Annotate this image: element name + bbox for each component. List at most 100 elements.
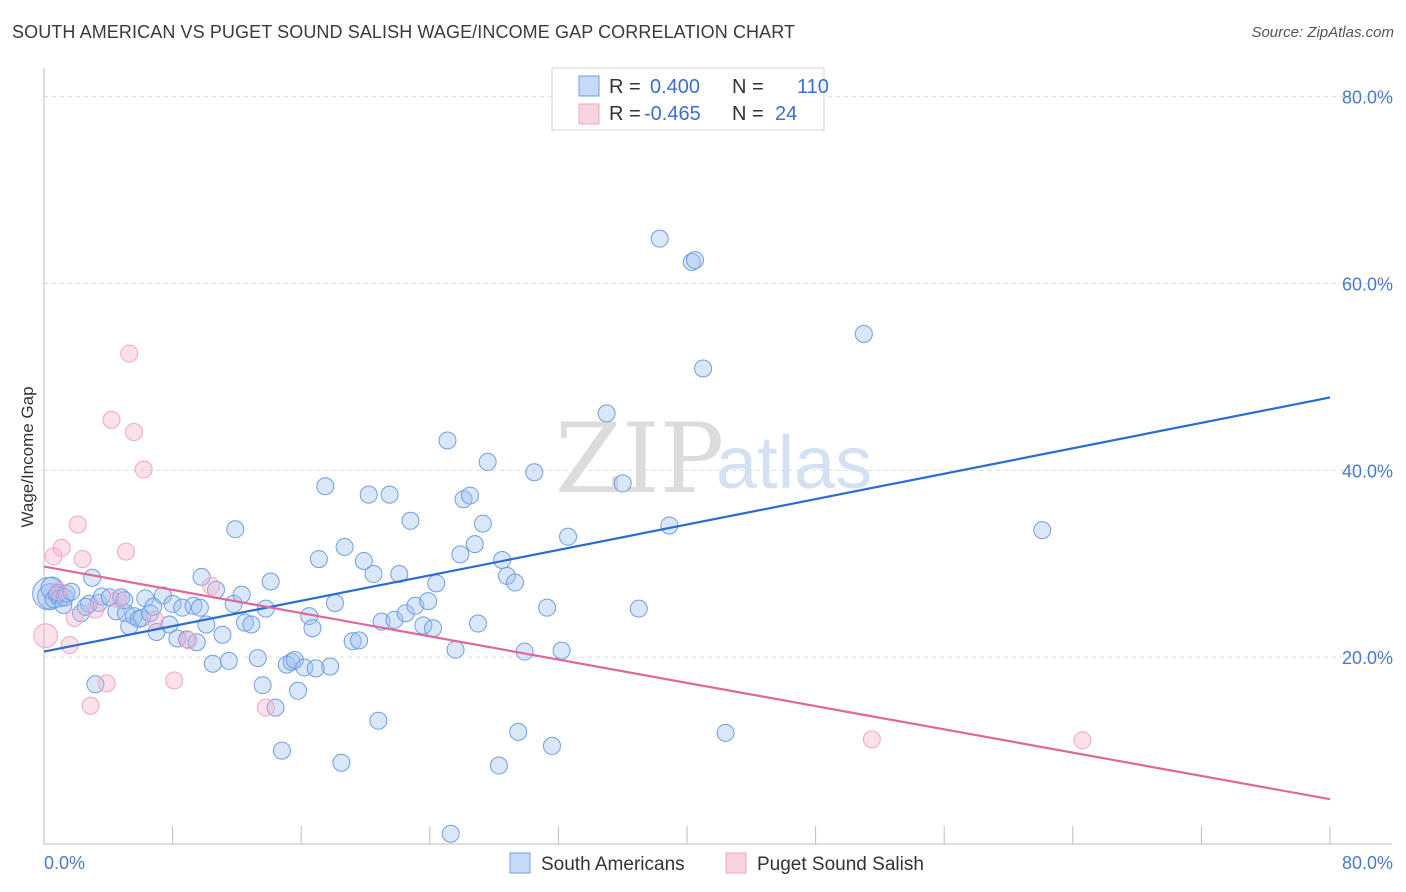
point-south-americans bbox=[203, 654, 222, 673]
point-south-americans bbox=[438, 431, 457, 450]
series-legend: South Americans Puget Sound Salish bbox=[509, 852, 924, 875]
y-tick-labels: 20.0% 40.0% 60.0% 80.0% bbox=[1342, 88, 1393, 668]
y-tick-label: 20.0% bbox=[1342, 648, 1393, 668]
point-south-americans bbox=[385, 610, 404, 629]
source-credit: Source: ZipAtlas.com bbox=[1251, 24, 1394, 41]
point-south-americans bbox=[266, 698, 285, 717]
point-south-americans bbox=[650, 229, 669, 248]
point-south-americans bbox=[473, 514, 492, 533]
point-south-americans bbox=[350, 631, 369, 650]
point-south-americans bbox=[226, 520, 245, 539]
point-south-americans bbox=[190, 598, 209, 617]
point-south-americans bbox=[242, 615, 261, 634]
point-south-americans bbox=[184, 596, 203, 615]
point-puget-sound-salish bbox=[134, 460, 153, 479]
series-swatch-south-americans bbox=[509, 852, 531, 874]
point-south-americans bbox=[219, 651, 238, 670]
point-south-americans bbox=[1033, 521, 1052, 540]
point-south-americans bbox=[465, 535, 484, 554]
point-south-americans bbox=[396, 604, 415, 623]
point-puget-sound-salish bbox=[68, 515, 87, 534]
x-ticks bbox=[43, 826, 1331, 844]
point-south-americans bbox=[62, 582, 81, 601]
point-puget-sound-salish bbox=[145, 610, 164, 629]
x-tick-label-min: 0.0% bbox=[44, 853, 85, 873]
point-south-americans bbox=[261, 572, 280, 591]
point-south-americans bbox=[168, 629, 187, 648]
data-points bbox=[32, 229, 1092, 843]
trend-lines bbox=[43, 396, 1331, 801]
point-south-americans bbox=[192, 567, 211, 586]
point-south-americans bbox=[303, 619, 322, 638]
point-puget-sound-salish bbox=[108, 590, 127, 609]
point-south-americans bbox=[478, 452, 497, 471]
point-south-americans bbox=[364, 565, 383, 584]
point-south-americans bbox=[682, 253, 701, 272]
point-south-americans bbox=[427, 574, 446, 593]
legend-n-value-2: 24 bbox=[775, 103, 797, 125]
legend-swatch-pink bbox=[578, 103, 600, 125]
point-south-americans bbox=[369, 711, 388, 730]
point-south-americans bbox=[854, 324, 873, 343]
point-south-americans bbox=[332, 753, 351, 772]
point-south-americans bbox=[306, 659, 325, 678]
x-tick-label-max: 80.0% bbox=[1342, 853, 1393, 873]
y-tick-label: 40.0% bbox=[1342, 461, 1393, 481]
point-south-americans bbox=[272, 741, 291, 760]
point-south-americans bbox=[235, 613, 254, 632]
point-south-americans bbox=[163, 594, 182, 613]
point-south-americans bbox=[321, 657, 340, 676]
y-tick-label: 60.0% bbox=[1342, 275, 1393, 295]
point-south-americans bbox=[489, 756, 508, 775]
point-south-americans bbox=[390, 565, 409, 584]
point-south-americans bbox=[253, 676, 272, 695]
point-south-americans bbox=[213, 625, 232, 644]
point-puget-sound-salish bbox=[33, 623, 59, 649]
point-south-americans bbox=[401, 511, 420, 530]
correlation-legend: R = 0.400 N = 110 R = -0.465 N = 24 bbox=[551, 67, 829, 131]
point-puget-sound-salish bbox=[86, 600, 105, 619]
point-puget-sound-salish bbox=[49, 581, 68, 600]
point-south-americans bbox=[505, 573, 524, 592]
point-south-americans bbox=[525, 463, 544, 482]
point-south-americans bbox=[359, 485, 378, 504]
point-south-americans bbox=[538, 598, 557, 617]
point-south-americans bbox=[354, 551, 373, 570]
y-axis-title: Wage/Income Gap bbox=[18, 386, 37, 527]
legend-swatch-blue bbox=[578, 75, 600, 97]
point-puget-sound-salish bbox=[116, 542, 135, 561]
point-south-americans bbox=[316, 477, 335, 496]
point-puget-sound-salish bbox=[125, 423, 144, 442]
point-puget-sound-salish bbox=[1073, 731, 1092, 750]
y-tick-label: 80.0% bbox=[1342, 88, 1393, 108]
point-puget-sound-salish bbox=[202, 577, 221, 596]
chart-title: SOUTH AMERICAN VS PUGET SOUND SALISH WAG… bbox=[12, 22, 796, 42]
point-south-americans bbox=[629, 599, 648, 618]
point-south-americans bbox=[380, 485, 399, 504]
point-south-americans bbox=[451, 545, 470, 564]
legend-r-label-1: R = bbox=[609, 76, 641, 98]
series-swatch-puget-sound-salish bbox=[725, 852, 747, 874]
point-south-americans bbox=[597, 404, 616, 423]
point-puget-sound-salish bbox=[81, 696, 100, 715]
point-south-americans bbox=[716, 723, 735, 742]
point-south-americans bbox=[173, 598, 192, 617]
series-label-puget-sound-salish: Puget Sound Salish bbox=[757, 854, 924, 875]
point-south-americans bbox=[285, 650, 304, 669]
point-south-americans bbox=[441, 824, 460, 843]
watermark-zip: ZIP bbox=[555, 403, 724, 515]
point-puget-sound-salish bbox=[73, 550, 92, 569]
point-south-americans bbox=[613, 474, 632, 493]
point-south-americans bbox=[335, 537, 354, 556]
point-puget-sound-salish bbox=[120, 344, 139, 363]
watermark-atlas: atlas bbox=[716, 421, 872, 504]
legend-r-value-1: 0.400 bbox=[650, 76, 700, 98]
point-south-americans bbox=[469, 614, 488, 633]
gridlines bbox=[44, 96, 1392, 658]
point-puget-sound-salish bbox=[862, 730, 881, 749]
trend-line-south-americans bbox=[43, 396, 1331, 653]
point-south-americans bbox=[54, 595, 73, 614]
legend-n-label-2: N = bbox=[732, 103, 764, 125]
point-south-americans bbox=[288, 681, 307, 700]
